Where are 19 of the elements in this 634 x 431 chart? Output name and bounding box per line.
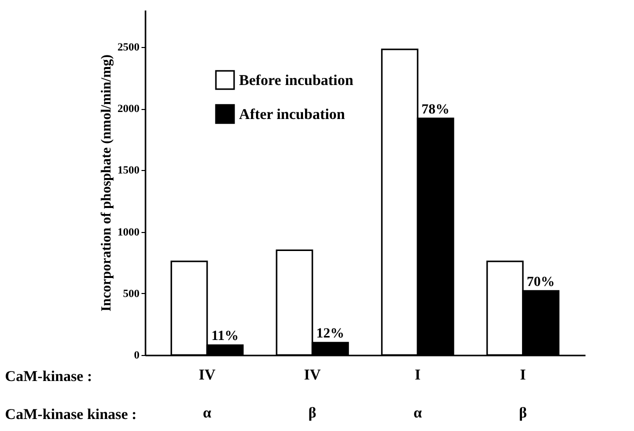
annotation: 70% — [526, 274, 555, 290]
category-label: IV α — [198, 368, 216, 422]
y-tick-label: 2000 — [118, 103, 140, 116]
annotation: 78% — [422, 102, 450, 118]
y-axis-title: Incorporation of phosphate (nmol/min/mg) — [100, 54, 114, 312]
y-tick-label: 0 — [134, 350, 140, 362]
y-tick-label: 1500 — [118, 164, 140, 177]
legend-label: After incubation — [239, 107, 346, 123]
y-tick-label: 2500 — [118, 41, 140, 54]
y-tick-label: 500 — [123, 288, 140, 300]
annotation: 12% — [316, 326, 344, 342]
category-label: IV β — [304, 368, 321, 422]
y-tick-label: 1000 — [118, 226, 140, 238]
text: CaM-kinase kinase : — [5, 407, 137, 423]
annotation: 11% — [211, 329, 239, 344]
category-label: I α — [413, 368, 422, 422]
text: CaM-kinase : — [5, 369, 92, 385]
legend-label: Before incubation — [239, 73, 354, 89]
category-label: I β — [518, 368, 527, 422]
